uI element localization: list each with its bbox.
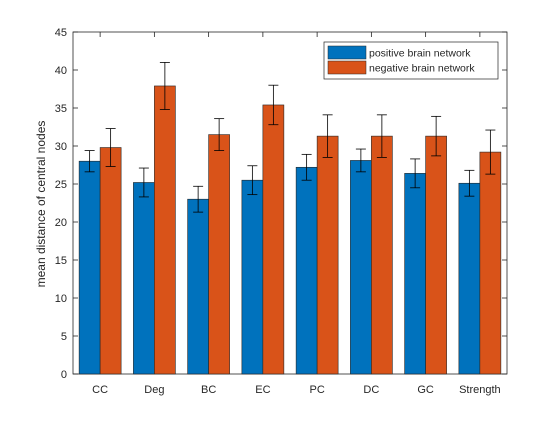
y-tick-label: 35 [55,103,67,115]
legend: positive brain network negative brain net… [323,41,499,80]
bar-negative [154,85,176,375]
legend-swatch [327,45,367,60]
bar-positive [241,179,264,375]
bar-positive [404,173,426,375]
error-bars [84,62,496,213]
x-tick-label: CC [92,384,108,396]
bar-negative [316,135,339,375]
bar-positive [133,182,155,375]
bar-negative [425,135,447,375]
x-tick-label: Deg [144,384,164,396]
x-tick-label: DC [363,384,379,396]
y-tick-label: 15 [55,255,67,267]
legend-label: negative brain network [369,63,475,75]
y-axis-label: mean distance of central nodes [34,121,48,288]
plot-box [72,31,508,375]
x-tick-label: Strength [459,384,501,396]
axes: 0 5 10 15 20 25 30 35 40 45 CC Deg BC EC PC DC GC Strengt… [55,27,508,396]
legend-swatch [327,60,367,75]
y-tick-label: 45 [55,27,67,39]
y-tick-label: 10 [55,293,67,305]
y-tick-label: 0 [61,369,67,381]
bar-positive [295,166,318,375]
x-tick-label: BC [201,384,216,396]
bar-negative [371,135,393,375]
y-tick-label: 40 [55,65,67,77]
bar-negative [262,104,285,375]
y-tick-label: 30 [55,141,67,153]
x-tick-label: EC [255,384,270,396]
y-tick-label: 20 [55,217,67,229]
x-tick-label: PC [309,384,324,396]
x-tick-label: GC [417,384,434,396]
bar-negative [208,134,230,375]
bar-positive [187,198,209,375]
bar-positive [78,160,101,375]
bars [78,85,502,375]
bar-positive [458,182,481,375]
legend-label: positive brain network [369,48,471,60]
bar-negative [479,151,502,375]
y-tick-label: 5 [61,331,67,343]
y-tick-label: 25 [55,179,67,191]
bar-positive [350,160,372,375]
bar-negative [99,147,122,375]
